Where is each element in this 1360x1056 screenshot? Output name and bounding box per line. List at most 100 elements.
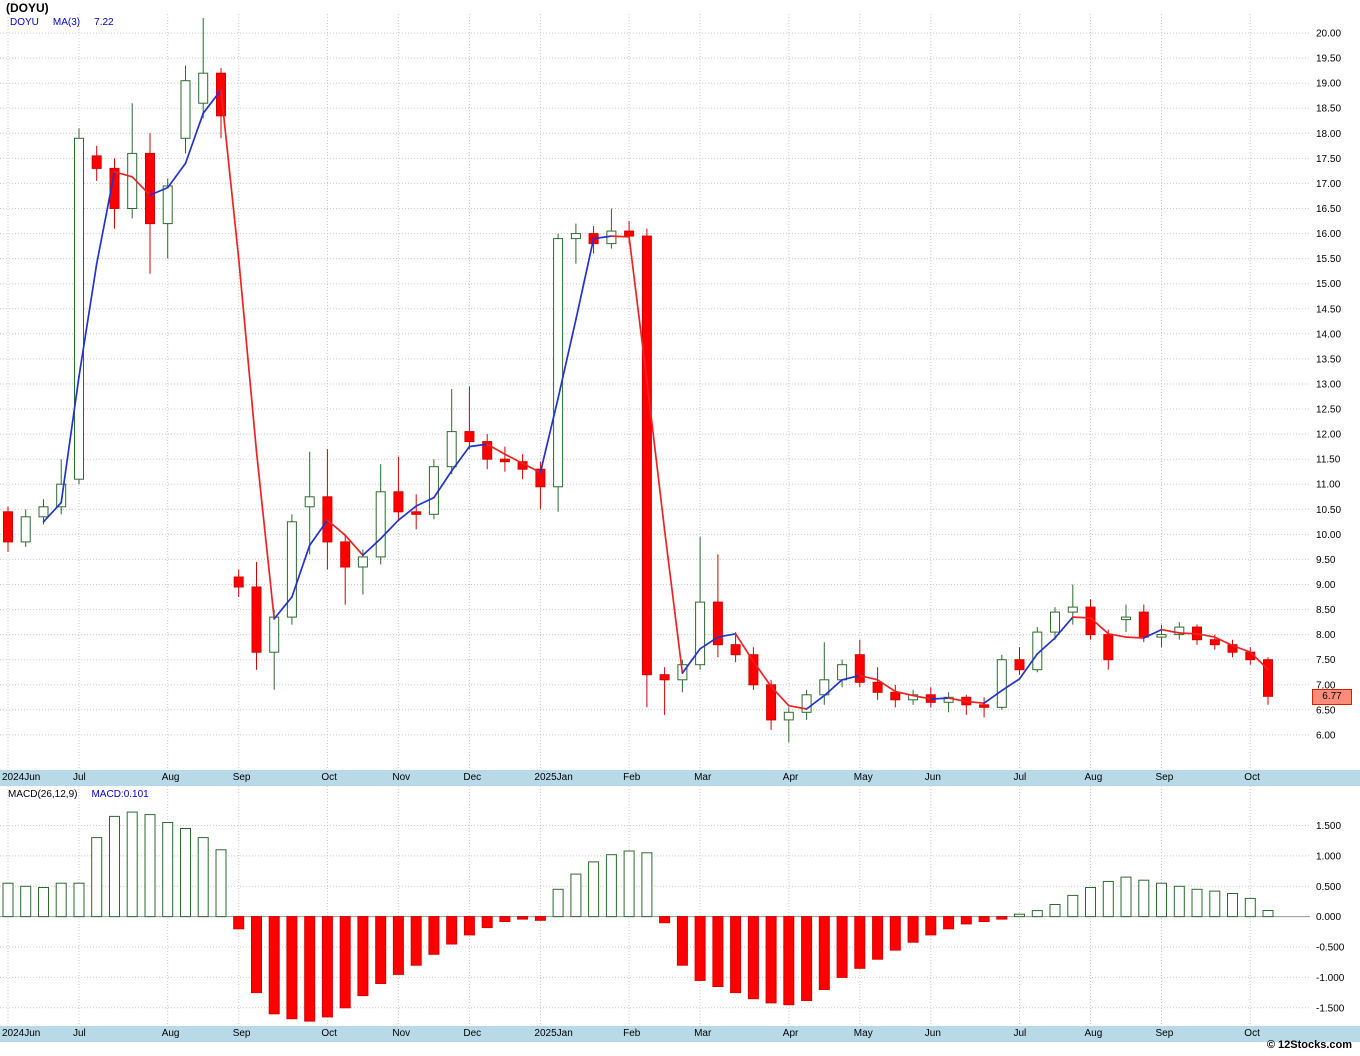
last-price-tag: 6.77	[1312, 689, 1352, 706]
macd-bar-positive	[1138, 879, 1150, 918]
price-axis-tick-label: 6.50	[1316, 705, 1336, 716]
macd-bar-negative	[251, 916, 262, 994]
ma-segment	[450, 445, 471, 472]
macd-bar-positive	[605, 854, 617, 918]
month-label: 2025Jan	[534, 1028, 573, 1039]
macd-bar-negative	[676, 916, 688, 966]
candle-body	[1174, 626, 1185, 636]
macd-bar-positive	[1031, 910, 1043, 918]
ma-segment	[734, 632, 755, 663]
month-label: Jul	[73, 772, 86, 783]
macd-bar-positive	[180, 828, 191, 918]
macd-axis-tick-label: 1.000	[1316, 851, 1341, 862]
macd-bar-negative	[339, 916, 351, 1009]
macd-bar-negative	[730, 916, 742, 994]
ma-segment	[717, 632, 737, 638]
macd-bar-negative	[392, 916, 404, 975]
ma-segment	[663, 529, 684, 674]
month-label: Oct	[321, 772, 337, 783]
macd-bar-negative	[889, 916, 901, 951]
watermark: © 12Stocks.com	[1266, 1039, 1352, 1051]
price-axis-tick-label: 11.00	[1316, 480, 1341, 491]
candle-body	[428, 466, 439, 515]
macd-bar-positive	[641, 852, 653, 918]
macd-bar-positive	[588, 861, 600, 918]
candle-body	[624, 230, 635, 237]
macd-axis-tick-label: 0.000	[1316, 912, 1341, 923]
month-label: Jun	[924, 1028, 941, 1039]
macd-bar-positive	[126, 811, 138, 918]
month-label: Oct	[1244, 1028, 1260, 1039]
ma-segment	[1089, 617, 1110, 635]
price-axis-tick-label: 9.50	[1316, 555, 1336, 566]
month-label: Aug	[161, 772, 180, 783]
candle-body	[730, 644, 741, 656]
ma-segment	[504, 453, 524, 465]
macd-bar-negative	[943, 916, 955, 930]
candle-body	[1263, 659, 1273, 697]
ma-segment	[894, 690, 914, 697]
candle-body	[1138, 611, 1149, 638]
candle-body	[570, 233, 581, 240]
ma-segment	[1160, 628, 1181, 634]
ma-segment	[415, 496, 435, 507]
candle-body	[1014, 659, 1025, 671]
macd-bar-positive	[1067, 894, 1079, 918]
candle-body	[801, 694, 812, 713]
macd-bar-negative	[286, 916, 298, 1020]
ma-segment	[1213, 636, 1234, 647]
candle-body	[38, 506, 49, 518]
macd-bar-positive	[1120, 876, 1132, 918]
candle-body	[375, 491, 386, 558]
macd-bar-positive	[109, 815, 120, 918]
ma-segment	[166, 162, 187, 189]
macd-bar-negative	[481, 916, 493, 929]
ma-segment	[291, 544, 311, 598]
ma-segment	[131, 175, 151, 196]
macd-bar-positive	[1227, 893, 1238, 918]
ma-segment	[1054, 616, 1074, 639]
ma-segment	[841, 674, 861, 681]
macd-axis-tick-label: -1.500	[1316, 1003, 1345, 1014]
price-axis-tick-label: 15.50	[1316, 254, 1341, 265]
macd-bar-negative	[712, 916, 724, 988]
ma-segment	[592, 235, 613, 240]
candle-body	[322, 496, 333, 543]
macd-bar-negative	[801, 916, 813, 1002]
price-axis-tick-label: 8.00	[1316, 630, 1336, 641]
macd-bar-negative	[907, 916, 919, 943]
price-axis-tick-label: 19.50	[1316, 54, 1341, 65]
month-label: Sep	[232, 772, 251, 783]
candle-body	[695, 601, 706, 666]
month-label: Aug	[1084, 1028, 1103, 1039]
candle-body	[872, 681, 883, 693]
macd-bar-positive	[1173, 885, 1185, 918]
candle-body	[20, 516, 31, 543]
month-label: Dec	[463, 1028, 482, 1039]
macd-bar-negative	[517, 916, 529, 920]
macd-bar-positive	[73, 882, 85, 918]
ma-segment	[344, 534, 364, 557]
ma-segment	[1107, 632, 1127, 638]
candle-body	[890, 691, 901, 701]
macd-legend: MACD(26,12,9) MACD:0.101	[8, 789, 149, 800]
candle-body	[162, 185, 173, 225]
ma-segment	[1178, 632, 1198, 635]
candle-body	[712, 601, 723, 646]
month-label: Dec	[463, 772, 482, 783]
macd-bar-positive	[162, 822, 174, 918]
candle-body	[464, 431, 475, 443]
candle-body	[783, 711, 794, 721]
month-label: Feb	[623, 1028, 641, 1039]
macd-bar-positive	[623, 850, 635, 918]
month-label: Mar	[694, 772, 712, 783]
macd-bar-positive	[1191, 888, 1203, 918]
candlestick-chart: 6.00 6.50 7.00 7.50 8.00 8.50 9.00 9.50 10.00 10.…	[0, 14, 1341, 770]
ma-segment	[823, 678, 843, 697]
price-axis-tick-label: 14.00	[1316, 329, 1341, 340]
price-chart-legend: DOYU MA(3) 7.22	[10, 17, 128, 28]
month-label: Mar	[694, 1028, 712, 1039]
macd-bar-positive	[38, 887, 49, 918]
macd-bar-negative	[357, 916, 369, 997]
macd-bar-negative	[446, 916, 458, 945]
